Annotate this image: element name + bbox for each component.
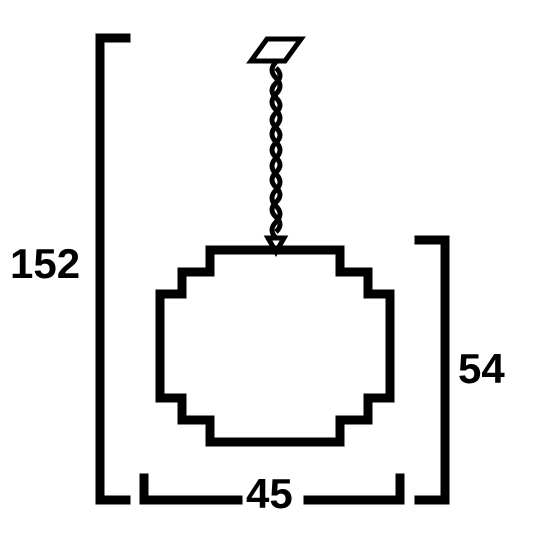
shade-height-label: 54	[458, 345, 505, 393]
dimension-diagram: 152 54 45	[0, 0, 550, 550]
diagram-svg	[0, 0, 550, 550]
total-height-label: 152	[10, 240, 80, 288]
shade-width-label: 45	[246, 470, 293, 518]
